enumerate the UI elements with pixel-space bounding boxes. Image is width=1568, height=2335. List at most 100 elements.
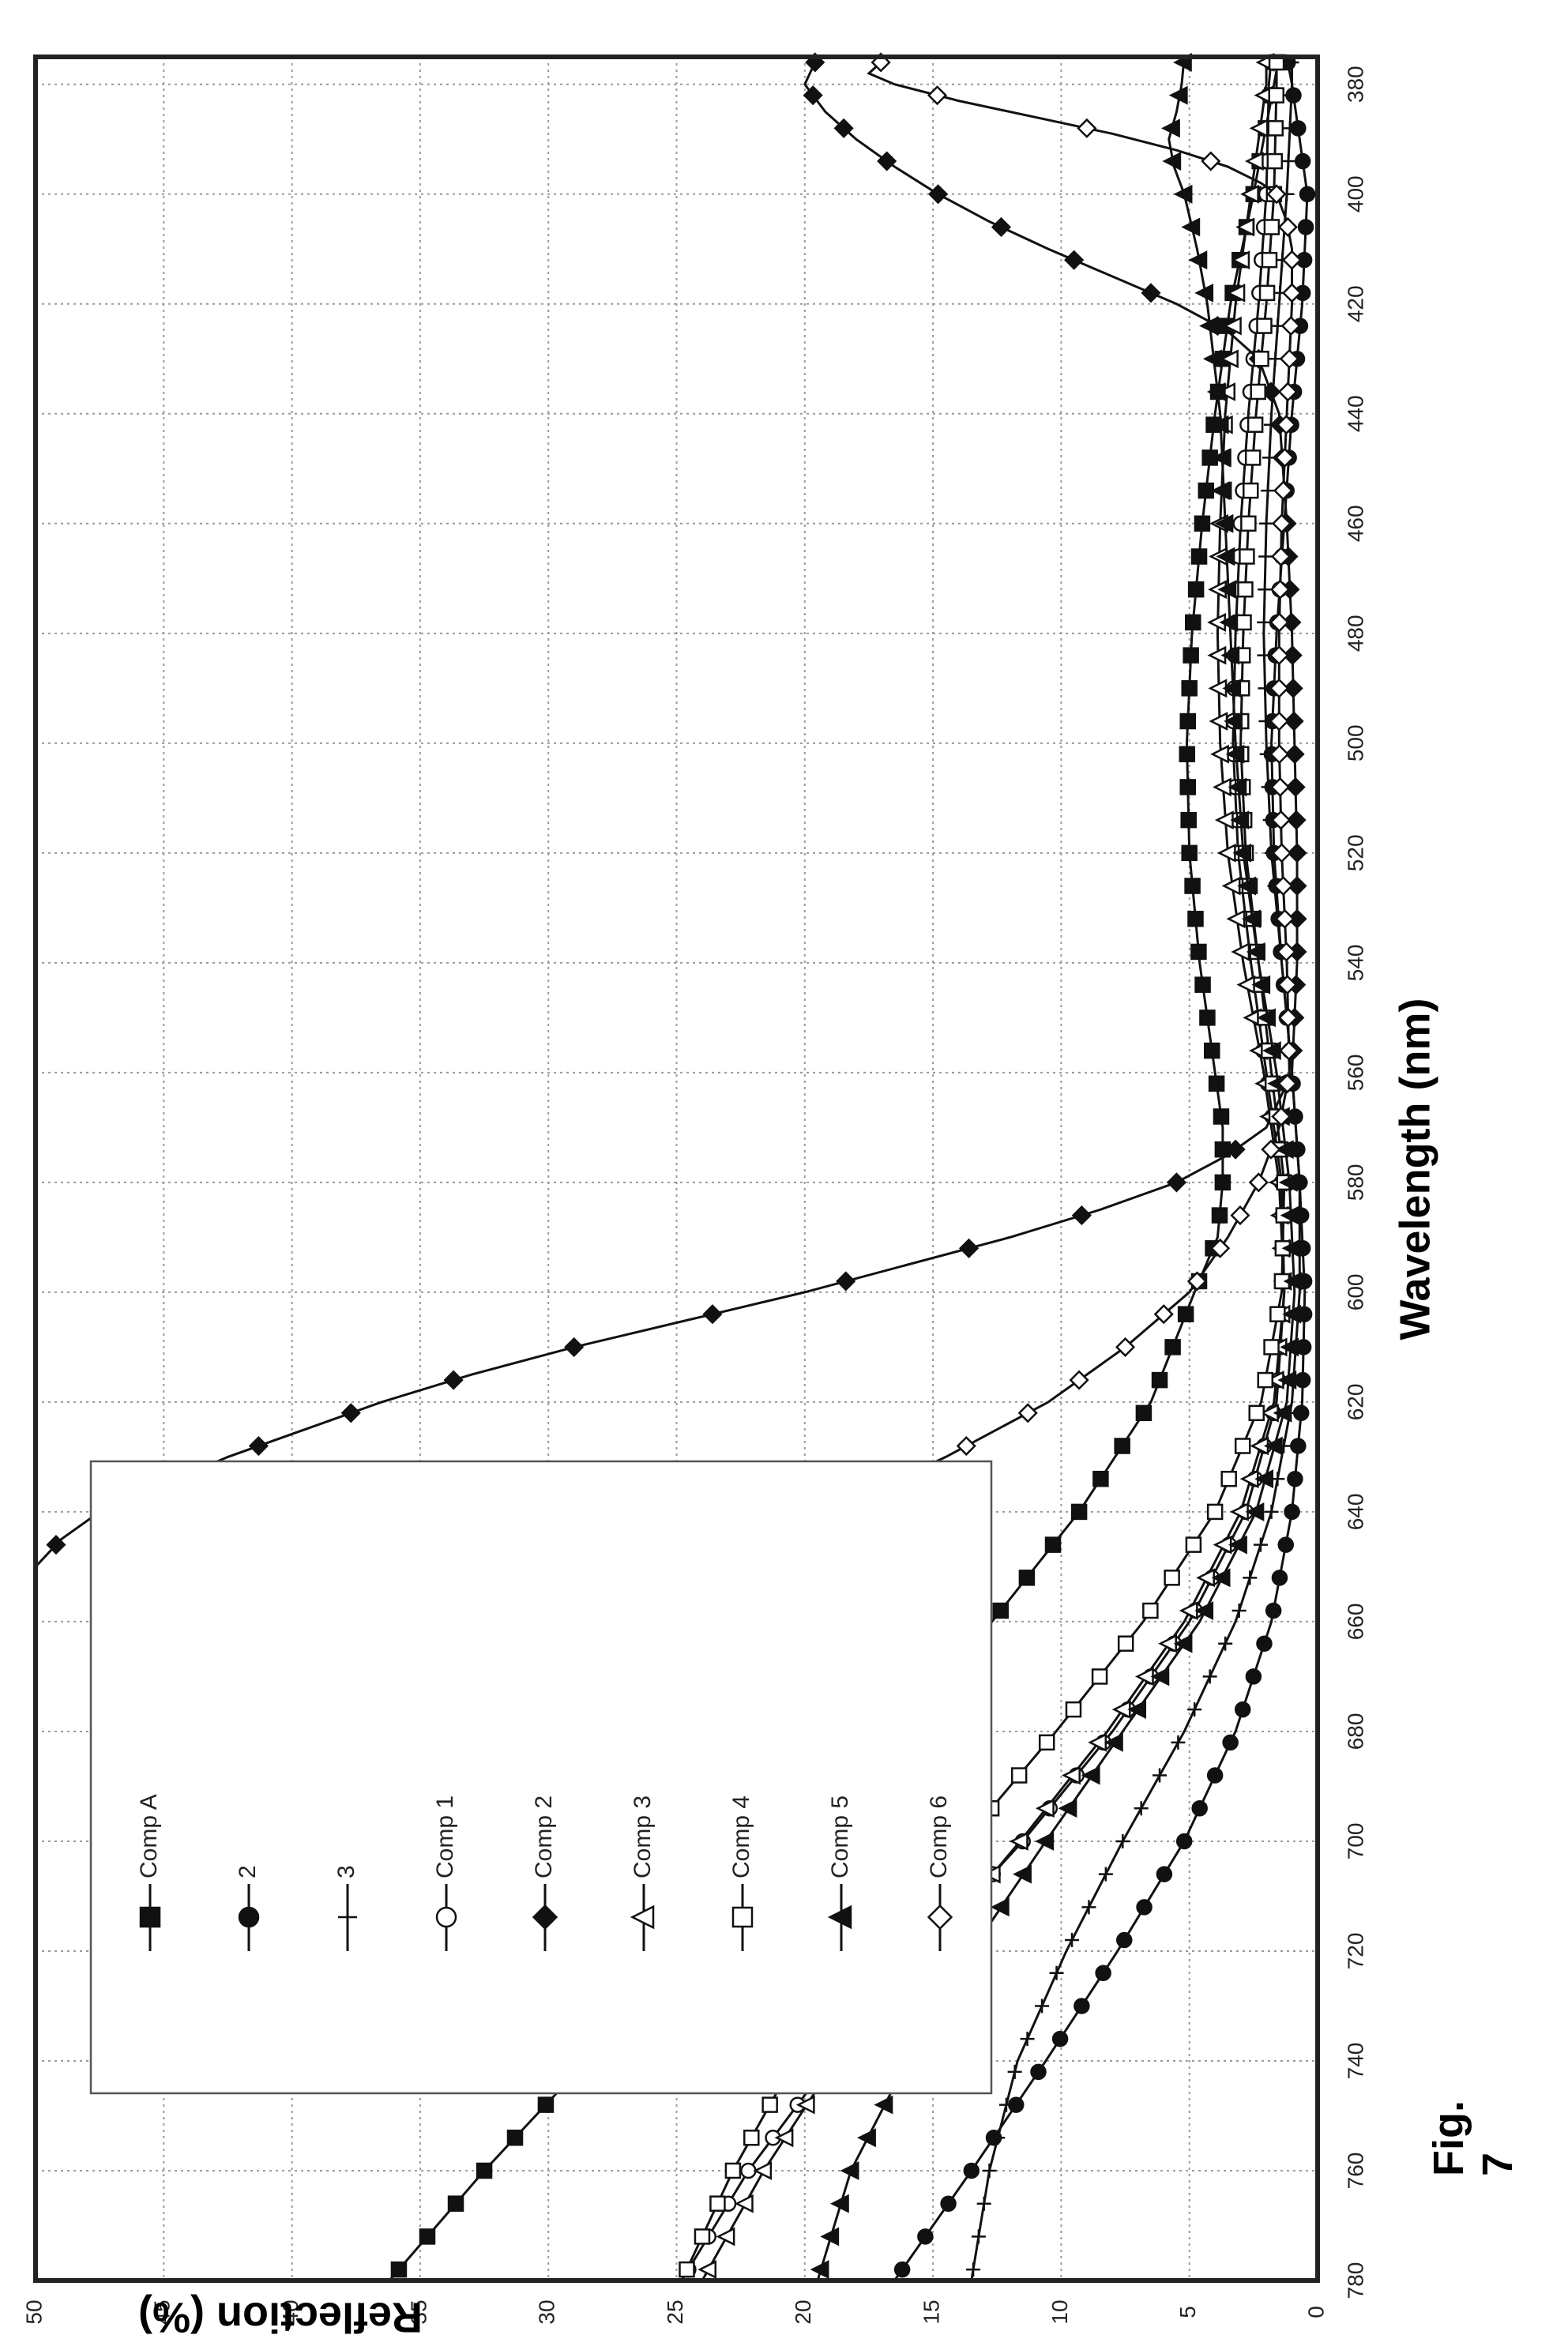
point-1-760	[963, 2162, 980, 2179]
legend-label-4: Comp 2	[531, 1795, 557, 1878]
point-7-424	[1199, 316, 1218, 336]
point-1-778	[893, 2261, 911, 2278]
legend-item-5: Comp 3	[630, 1795, 656, 1951]
point-2-460	[1259, 516, 1274, 531]
point-0-484	[1183, 647, 1199, 664]
point-0-544	[1194, 976, 1211, 993]
point-7-412	[1188, 250, 1208, 270]
legend-item-3: Comp 1	[432, 1795, 458, 1951]
y-tick-label-35: 35	[406, 2299, 431, 2324]
point-7-496	[1224, 712, 1243, 731]
y-tick-label-40: 40	[278, 2299, 303, 2324]
point-7-490	[1222, 679, 1242, 698]
point-8-622	[1017, 1403, 1038, 1423]
y-tick-label-30: 30	[535, 2299, 559, 2324]
point-0-532	[1187, 910, 1204, 927]
point-5-424	[1222, 316, 1242, 336]
point-6-436	[1250, 383, 1266, 400]
point-4-394	[877, 151, 897, 171]
point-8-436	[1277, 382, 1298, 402]
point-0-772	[419, 2228, 436, 2245]
point-2-382	[1284, 88, 1299, 103]
point-2-670	[1202, 1669, 1217, 1684]
x-tick-label-400: 400	[1343, 175, 1367, 212]
point-5-436	[1216, 382, 1235, 401]
point-0-610	[1164, 1339, 1181, 1356]
point-8-418	[1281, 283, 1303, 303]
point-8-460	[1271, 513, 1292, 534]
point-7-592	[1281, 1239, 1301, 1258]
point-8-442	[1276, 415, 1296, 435]
axes: 3804004204404604805005205405605806006206…	[21, 55, 1438, 2335]
point-6-424	[1256, 318, 1273, 334]
point-7-616	[1277, 1371, 1297, 1390]
x-tick-label-500: 500	[1343, 724, 1367, 761]
point-4-412	[1064, 250, 1085, 270]
point-0-604	[1177, 1306, 1194, 1322]
legend-item-0: Comp A	[136, 1794, 162, 1951]
figure-caption: Fig. 7	[1425, 2100, 1521, 2176]
point-1-664	[1256, 1635, 1273, 1652]
point-4-484	[1282, 645, 1303, 666]
point-7-754	[857, 2128, 876, 2148]
point-7-400	[1173, 184, 1193, 204]
point-6-382	[1268, 87, 1284, 103]
point-6-676	[1065, 1701, 1082, 1718]
point-1-652	[1271, 1570, 1288, 1586]
point-1-718	[1116, 1931, 1133, 1949]
point-6-760	[724, 2162, 742, 2179]
legend-item-6: Comp 4	[728, 1795, 754, 1951]
point-4-388	[833, 118, 854, 138]
legend-box	[89, 1460, 993, 2095]
point-7-670	[1150, 1667, 1170, 1686]
point-8-406	[1277, 216, 1298, 238]
point-5-772	[716, 2227, 735, 2247]
point-0-616	[1151, 1371, 1168, 1389]
legend-label-7: Comp 5	[827, 1795, 853, 1878]
point-2-772	[971, 2229, 986, 2244]
point-7-778	[810, 2260, 829, 2280]
point-8-424	[1280, 316, 1301, 337]
point-4-580	[1166, 1172, 1187, 1193]
point-4-520	[1287, 843, 1307, 863]
point-6-454	[1243, 482, 1259, 499]
point-5-388	[1249, 118, 1269, 138]
point-8-628	[956, 1435, 976, 1457]
point-2-742	[1007, 2064, 1022, 2079]
point-8-394	[1201, 151, 1221, 171]
point-1-742	[1030, 2063, 1047, 2081]
point-4-400	[928, 184, 949, 205]
point-2-682	[1171, 1735, 1186, 1750]
point-1-634	[1287, 1470, 1303, 1487]
point-2-712	[1081, 1900, 1096, 1915]
point-6-406	[1263, 219, 1280, 235]
point-0-652	[1018, 1570, 1036, 1586]
point-4-598	[836, 1271, 856, 1292]
point-8-550	[1278, 1007, 1299, 1028]
point-2-454	[1261, 483, 1276, 498]
x-tick-label-780: 780	[1343, 2262, 1367, 2299]
point-2-730	[1035, 1998, 1050, 2014]
point-7-580	[1278, 1172, 1298, 1192]
point-8-610	[1115, 1337, 1136, 1357]
legend-marker-2	[338, 1908, 357, 1927]
point-0-562	[1208, 1075, 1225, 1092]
point-0-556	[1204, 1042, 1220, 1059]
point-1-724	[1095, 1965, 1111, 1982]
point-6-418	[1258, 284, 1276, 302]
x-tick-label-520: 520	[1343, 834, 1367, 871]
y-tick-label-5: 5	[1175, 2306, 1200, 2318]
point-1-670	[1245, 1668, 1262, 1685]
point-7-514	[1230, 810, 1250, 830]
point-5-748	[795, 2095, 815, 2115]
point-4-502	[1284, 744, 1305, 765]
point-6-652	[1164, 1570, 1180, 1586]
point-7-394	[1162, 152, 1182, 171]
point-2-748	[998, 2097, 1013, 2112]
point-2-778	[966, 2262, 981, 2277]
point-7-448	[1211, 448, 1231, 468]
legend: Comp A 2 3 Comp 1 Comp 2 Comp 3 Comp 4 Comp 5 Co…	[89, 1460, 993, 2095]
point-6-634	[1220, 1470, 1237, 1487]
point-7-604	[1282, 1304, 1302, 1324]
point-2-472	[1258, 582, 1273, 597]
